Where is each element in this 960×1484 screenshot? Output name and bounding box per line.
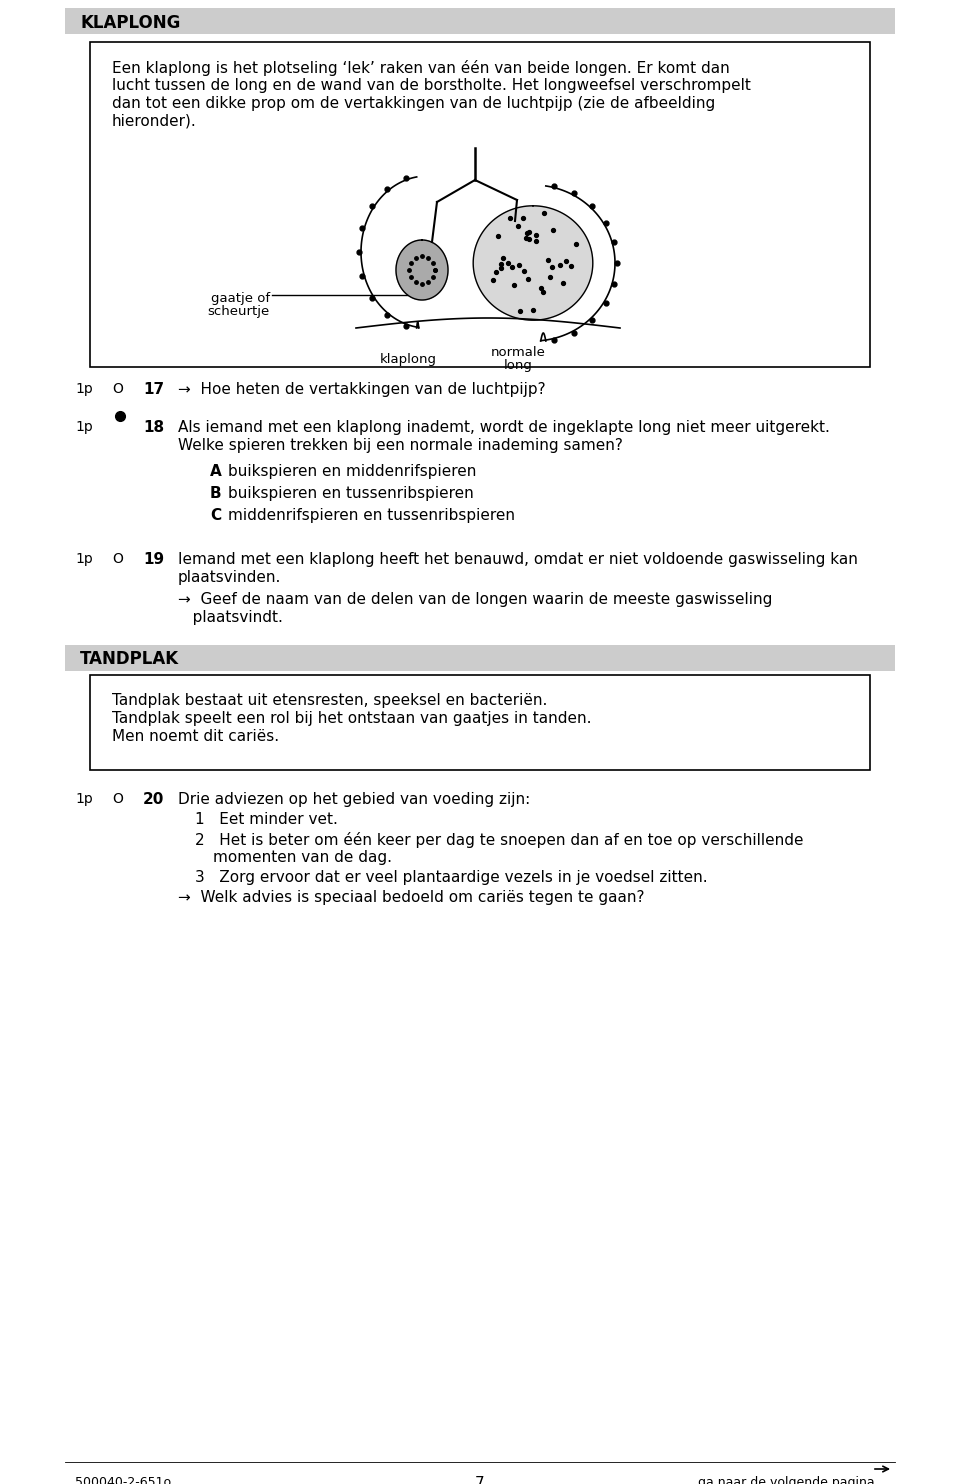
Text: gaatje of: gaatje of xyxy=(211,292,270,306)
Text: dan tot een dikke prop om de vertakkingen van de luchtpijp (zie de afbeelding: dan tot een dikke prop om de vertakkinge… xyxy=(112,96,715,111)
Text: O: O xyxy=(112,552,123,565)
Bar xyxy=(90,675,870,770)
Text: TANDPLAK: TANDPLAK xyxy=(80,650,180,668)
Text: 1p: 1p xyxy=(75,381,93,396)
Bar xyxy=(90,42,870,367)
Text: C: C xyxy=(210,508,221,522)
Text: Iemand met een klaplong heeft het benauwd, omdat er niet voldoende gaswisseling : Iemand met een klaplong heeft het benauw… xyxy=(178,552,858,567)
Text: O: O xyxy=(112,381,123,396)
Text: →  Welk advies is speciaal bedoeld om cariës tegen te gaan?: → Welk advies is speciaal bedoeld om car… xyxy=(178,890,644,905)
Text: 7: 7 xyxy=(475,1477,485,1484)
Text: klaplong: klaplong xyxy=(379,353,437,367)
Text: plaatsvindt.: plaatsvindt. xyxy=(178,610,283,625)
Text: 500040-2-651o: 500040-2-651o xyxy=(75,1477,171,1484)
Text: 1p: 1p xyxy=(75,420,93,433)
Text: B: B xyxy=(210,485,222,502)
Polygon shape xyxy=(473,206,592,321)
Text: Welke spieren trekken bij een normale inademing samen?: Welke spieren trekken bij een normale in… xyxy=(178,438,623,453)
Text: 1p: 1p xyxy=(75,552,93,565)
Text: buikspieren en middenrifspieren: buikspieren en middenrifspieren xyxy=(228,464,476,479)
Text: lucht tussen de long en de wand van de borstholte. Het longweefsel verschrompelt: lucht tussen de long en de wand van de b… xyxy=(112,79,751,93)
Text: 1   Eet minder vet.: 1 Eet minder vet. xyxy=(195,812,338,827)
Text: KLAPLONG: KLAPLONG xyxy=(80,13,180,33)
Bar xyxy=(65,646,895,671)
Text: 3   Zorg ervoor dat er veel plantaardige vezels in je voedsel zitten.: 3 Zorg ervoor dat er veel plantaardige v… xyxy=(195,870,708,884)
Polygon shape xyxy=(396,240,448,300)
Text: scheurtje: scheurtje xyxy=(207,306,270,318)
Text: Tandplak speelt een rol bij het ontstaan van gaatjes in tanden.: Tandplak speelt een rol bij het ontstaan… xyxy=(112,711,591,726)
Text: Als iemand met een klaplong inademt, wordt de ingeklapte long niet meer uitgerek: Als iemand met een klaplong inademt, wor… xyxy=(178,420,829,435)
Text: hieronder).: hieronder). xyxy=(112,114,197,129)
Text: →  Geef de naam van de delen van de longen waarin de meeste gaswisseling: → Geef de naam van de delen van de longe… xyxy=(178,592,773,607)
Text: 1p: 1p xyxy=(75,792,93,806)
Text: middenrifspieren en tussenribspieren: middenrifspieren en tussenribspieren xyxy=(228,508,515,522)
Text: 2   Het is beter om één keer per dag te snoepen dan af en toe op verschillende: 2 Het is beter om één keer per dag te sn… xyxy=(195,833,804,847)
Text: A: A xyxy=(210,464,222,479)
Text: 19: 19 xyxy=(143,552,164,567)
Text: 20: 20 xyxy=(143,792,164,807)
Text: ga naar de volgende pagina: ga naar de volgende pagina xyxy=(698,1477,875,1484)
Text: →  Hoe heten de vertakkingen van de luchtpijp?: → Hoe heten de vertakkingen van de lucht… xyxy=(178,381,545,398)
Text: long: long xyxy=(504,359,533,372)
Text: plaatsvinden.: plaatsvinden. xyxy=(178,570,281,585)
Text: Men noemt dit cariës.: Men noemt dit cariës. xyxy=(112,729,279,743)
Text: Drie adviezen op het gebied van voeding zijn:: Drie adviezen op het gebied van voeding … xyxy=(178,792,530,807)
Text: normale: normale xyxy=(491,346,545,359)
Text: Een klaplong is het plotseling ‘lek’ raken van één van beide longen. Er komt dan: Een klaplong is het plotseling ‘lek’ rak… xyxy=(112,59,730,76)
Text: momenten van de dag.: momenten van de dag. xyxy=(213,850,392,865)
Text: Tandplak bestaat uit etensresten, speeksel en bacteriën.: Tandplak bestaat uit etensresten, speeks… xyxy=(112,693,547,708)
Bar xyxy=(65,7,895,34)
Text: 17: 17 xyxy=(143,381,164,398)
Text: buikspieren en tussenribspieren: buikspieren en tussenribspieren xyxy=(228,485,473,502)
Text: O: O xyxy=(112,792,123,806)
Text: 18: 18 xyxy=(143,420,164,435)
